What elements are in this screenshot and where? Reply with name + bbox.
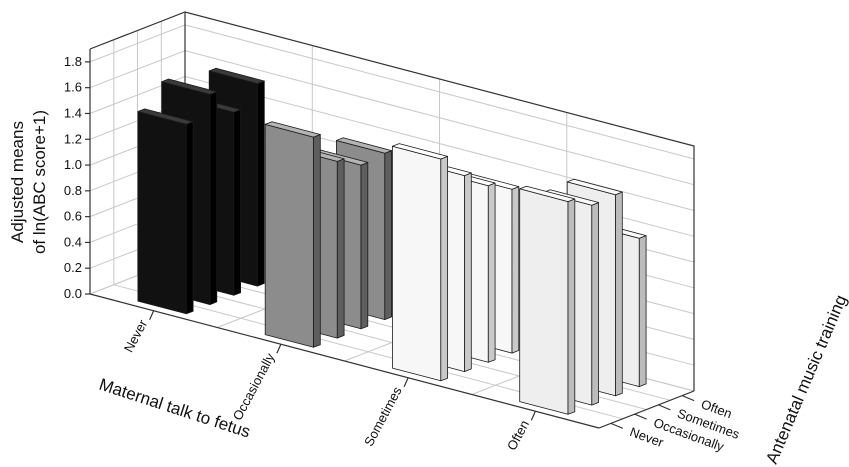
x-tick-label: Occasionally <box>230 350 278 423</box>
bar-top-face <box>208 67 265 84</box>
bar-front-face <box>264 124 314 348</box>
x-tick <box>149 310 155 320</box>
bar-sometimes-never <box>391 143 449 382</box>
bar-front-face <box>391 145 442 382</box>
chart-bars <box>137 67 647 415</box>
bar-side-face <box>615 191 623 397</box>
bar-top-face <box>566 178 623 196</box>
x-tick <box>276 344 282 354</box>
bar-side-face <box>567 198 576 415</box>
bar-front-face <box>519 188 569 415</box>
x-tick-label: Never <box>121 317 151 355</box>
z-tick <box>634 413 647 420</box>
bar-occasionally-never <box>264 121 321 348</box>
z-tick <box>681 395 695 402</box>
x-tick <box>403 377 409 387</box>
y-tick-label: 1.2 <box>64 131 82 146</box>
bar-top-face <box>391 143 449 160</box>
bar-side-face <box>511 186 520 354</box>
bar-side-face <box>313 134 321 348</box>
gridline-z <box>113 39 623 420</box>
bar-top-face <box>519 185 576 203</box>
bar-front-face <box>137 111 187 315</box>
y-axis-title-line1: Adjusted means <box>8 121 27 243</box>
x-axis-line <box>89 293 600 429</box>
y-tick-label: 1.6 <box>64 80 82 95</box>
bar-never-never <box>137 108 194 315</box>
y-tick-label: 1.8 <box>64 54 82 69</box>
bar-top-face <box>264 121 321 138</box>
x-tick-label: Sometimes <box>361 384 405 449</box>
y-tick-label: 0.0 <box>64 286 82 301</box>
bar-side-face <box>384 150 393 321</box>
bar-side-face <box>591 202 599 406</box>
bar-side-face <box>440 155 449 382</box>
y-tick-label: 0.6 <box>64 209 82 224</box>
bar-side-face <box>185 121 194 315</box>
y-tick-label: 1.0 <box>64 157 82 172</box>
x-tick <box>530 411 536 421</box>
bar-side-face <box>360 161 369 330</box>
z-axis-title: Antenatal music training <box>762 292 849 466</box>
bar-side-face <box>233 109 242 296</box>
y-axis-title-line2: of ln(ABC score+1) <box>30 110 49 254</box>
bar-side-face <box>257 80 265 287</box>
y-tick-label: 1.4 <box>64 105 82 120</box>
z-axis-line <box>598 390 695 429</box>
x-tick-label: Often <box>504 418 532 453</box>
z-tick <box>658 404 671 411</box>
bar-top-face <box>335 137 393 154</box>
wall-outline <box>89 11 695 391</box>
z-tick <box>610 422 624 429</box>
y-tick-label: 0.8 <box>64 183 82 198</box>
bar-side-face <box>336 158 345 339</box>
bar-side-face <box>464 172 472 373</box>
bar-side-face <box>638 235 647 388</box>
bar-top-face <box>137 108 194 125</box>
bar-side-face <box>209 91 218 306</box>
y-tick-label: 0.4 <box>64 234 82 249</box>
bar-top-face <box>161 78 218 95</box>
bar-side-face <box>487 182 496 363</box>
x-axis-title: Maternal talk to fetus <box>97 375 253 442</box>
bar-often-never <box>519 185 576 415</box>
y-tick-label: 0.2 <box>64 260 82 275</box>
